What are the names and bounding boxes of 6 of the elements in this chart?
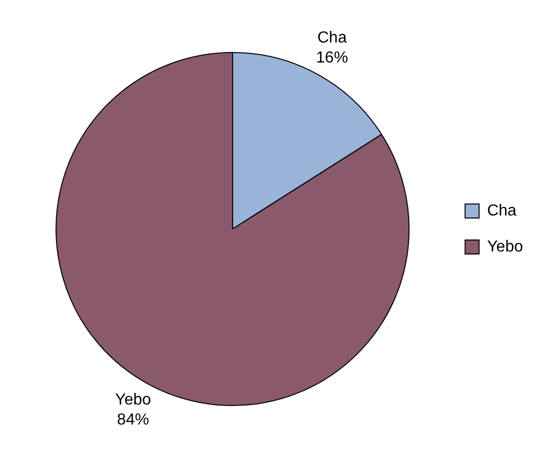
slice-label: Cha <box>317 29 347 46</box>
data-label: 16% <box>316 49 348 66</box>
slice-label: Yebo <box>115 391 152 408</box>
legend-label: Yebo <box>487 238 524 256</box>
legend-label: Cha <box>487 202 517 220</box>
data-label: 84% <box>117 411 150 428</box>
